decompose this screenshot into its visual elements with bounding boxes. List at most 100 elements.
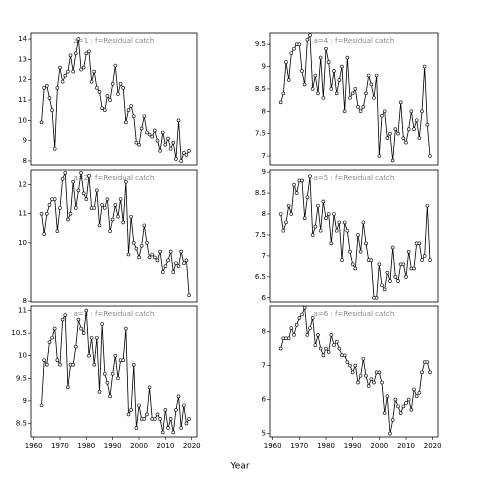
data-point: [318, 228, 323, 233]
panel-frame: [30, 305, 198, 438]
data-point: [124, 120, 128, 125]
data-point: [409, 109, 414, 114]
data-point: [353, 266, 358, 271]
data-point: [121, 86, 126, 90]
data-point: [292, 333, 296, 337]
y-tick-label: 10: [18, 352, 27, 360]
data-point: [318, 346, 323, 351]
data-point: [147, 132, 152, 137]
data-point: [139, 126, 144, 131]
y-tick-label: 7: [262, 252, 266, 260]
data-point: [321, 96, 326, 100]
data-point: [414, 394, 419, 398]
y-tick-label: 9: [262, 168, 266, 176]
data-point: [393, 397, 398, 402]
data-point: [47, 96, 52, 100]
data-point: [294, 191, 299, 195]
data-point: [184, 421, 189, 426]
data-point: [97, 223, 102, 228]
x-tick-label: 1970: [51, 442, 69, 450]
data-point: [396, 131, 400, 136]
data-point: [142, 417, 147, 421]
data-point: [113, 353, 118, 358]
data-point: [345, 228, 350, 233]
data-point: [45, 84, 49, 88]
y-tick-label: 11: [18, 96, 27, 104]
data-point: [332, 343, 336, 347]
data-point: [404, 275, 408, 279]
series-line: [280, 307, 431, 434]
data-point: [52, 146, 57, 151]
data-point: [332, 212, 336, 216]
data-point: [334, 339, 339, 344]
y-tick-label: 9.5: [16, 374, 27, 382]
data-point: [308, 326, 312, 330]
data-point: [182, 261, 186, 266]
data-point: [108, 98, 112, 102]
data-point: [158, 417, 162, 421]
data-point: [66, 385, 70, 390]
data-point: [313, 224, 318, 229]
data-point: [97, 390, 102, 394]
data-point: [401, 262, 406, 267]
x-tick-label: 2020: [183, 442, 201, 450]
data-point: [409, 407, 414, 412]
data-point: [302, 305, 307, 310]
data-point: [118, 197, 123, 201]
panel-title: a=6 : f=Residual catch: [314, 310, 395, 318]
data-point: [358, 249, 363, 254]
x-tick-label: 1960: [25, 442, 43, 450]
data-point: [348, 363, 352, 368]
data-point: [393, 127, 398, 132]
data-point: [52, 326, 57, 331]
data-point: [350, 91, 355, 96]
data-point: [286, 336, 291, 341]
data-point: [281, 91, 286, 96]
data-point: [184, 153, 189, 157]
data-point: [124, 179, 128, 184]
data-point: [134, 140, 139, 145]
data-point: [42, 86, 46, 90]
data-point: [286, 78, 291, 82]
data-point: [316, 333, 320, 337]
data-point: [63, 73, 68, 78]
data-point: [147, 255, 152, 260]
data-point: [324, 346, 328, 351]
data-point: [42, 232, 46, 236]
data-point: [97, 90, 102, 94]
y-tick-label: 11: [18, 210, 27, 218]
data-point: [361, 105, 366, 109]
data-point: [87, 353, 91, 358]
data-point: [300, 69, 304, 73]
y-tick-label: 8: [23, 157, 27, 165]
data-point: [356, 233, 360, 237]
data-point: [166, 136, 170, 141]
data-point: [385, 136, 390, 140]
data-point: [281, 228, 286, 233]
data-point: [313, 343, 318, 347]
data-point: [326, 212, 331, 216]
y-tick-label: 8: [23, 297, 27, 305]
y-tick-label: 9: [23, 397, 27, 405]
data-point: [110, 371, 115, 376]
data-point: [102, 206, 107, 210]
data-point: [361, 356, 366, 361]
data-point: [428, 258, 432, 262]
data-point: [100, 106, 104, 110]
data-point: [92, 206, 97, 210]
data-point: [324, 216, 328, 220]
data-point: [388, 431, 392, 436]
y-tick-label: 7: [262, 362, 266, 370]
data-point: [87, 174, 91, 178]
data-point: [116, 376, 120, 381]
data-point: [388, 279, 392, 283]
data-point: [366, 384, 371, 388]
panel-frame: [269, 169, 439, 303]
data-point: [340, 64, 344, 69]
y-tick-label: 10: [18, 239, 27, 247]
data-point: [310, 316, 315, 320]
data-point: [305, 37, 310, 42]
data-point: [113, 203, 118, 207]
data-point: [71, 362, 75, 367]
data-point: [102, 108, 107, 112]
